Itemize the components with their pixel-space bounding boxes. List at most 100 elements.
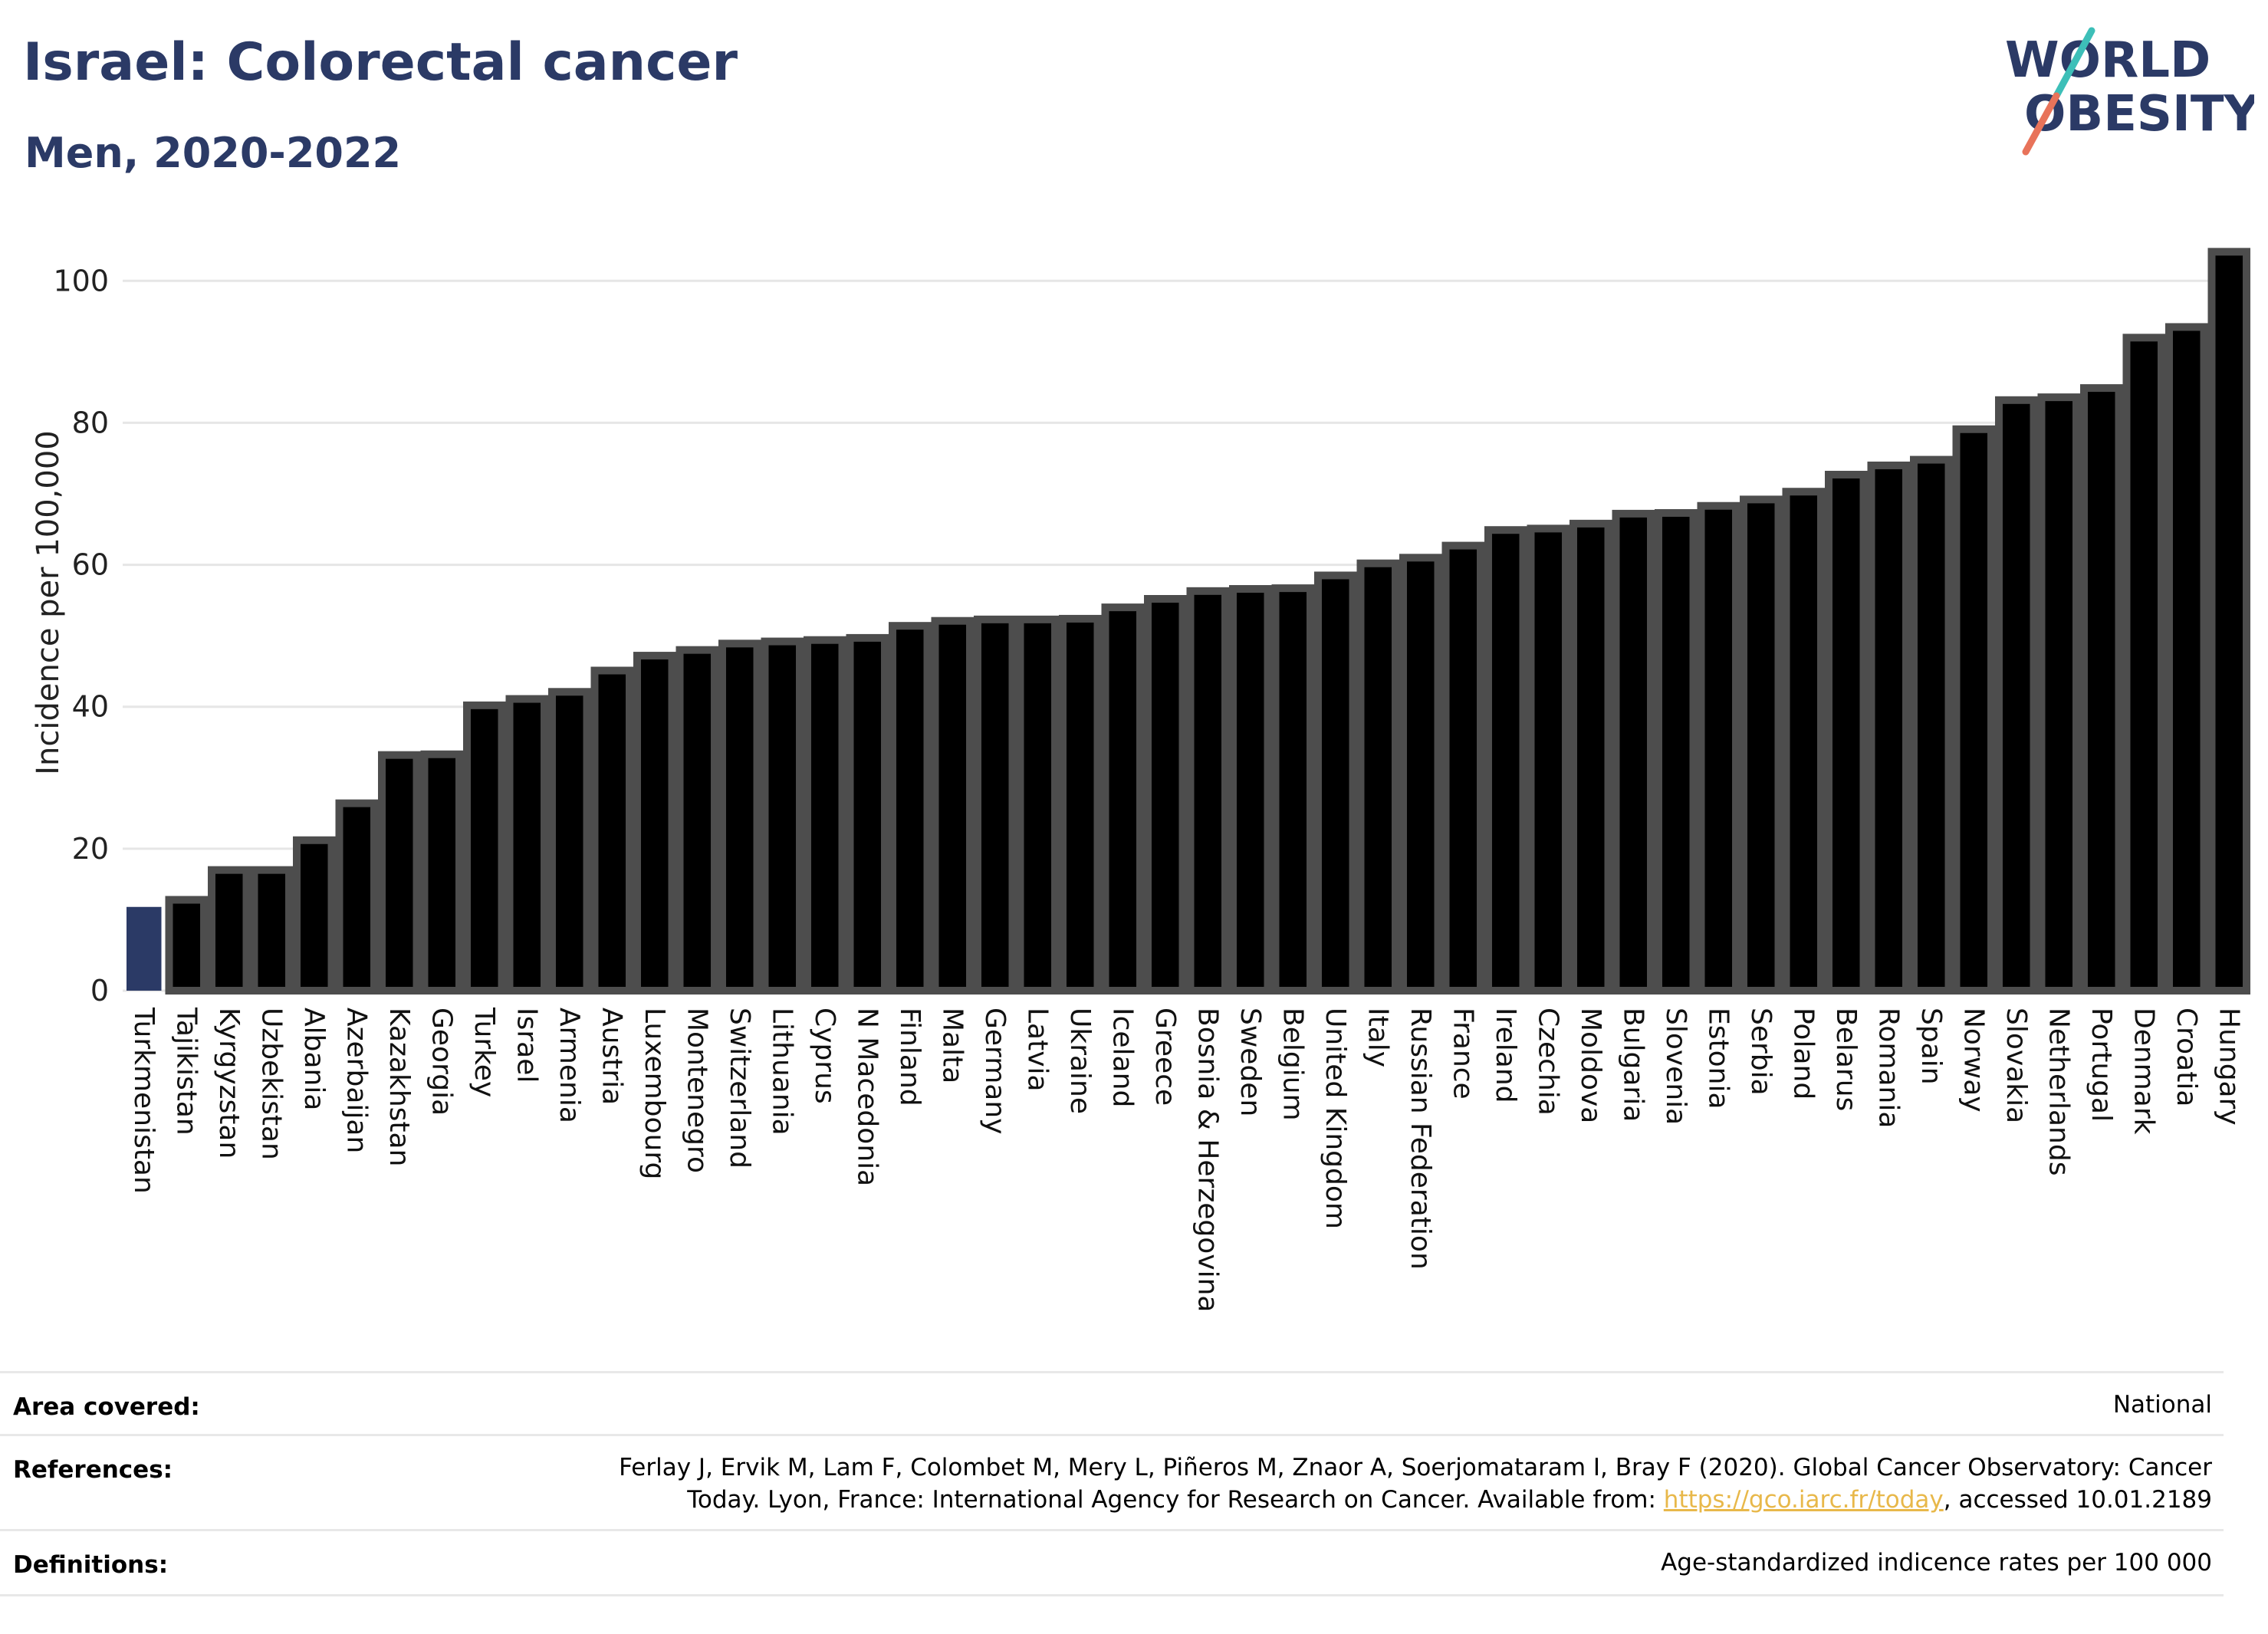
bar-estonia xyxy=(1697,501,1740,995)
x-tick-label: Belarus xyxy=(1830,1008,1862,1111)
bars xyxy=(126,248,2251,995)
bar-denmark xyxy=(2122,334,2166,995)
bar-slovakia xyxy=(1994,396,2038,995)
references-value: Ferlay J, Ervik M, Lam F, Colombet M, Me… xyxy=(619,1452,2212,1516)
bar-lithuania xyxy=(761,637,804,995)
y-tick-label: 0 xyxy=(90,974,109,1008)
x-tick-label: Bosnia & Herzegovina xyxy=(1192,1008,1223,1312)
x-tick-label: Czechia xyxy=(1532,1008,1563,1116)
bar-bulgaria xyxy=(1612,509,1655,995)
x-tick-label: Portugal xyxy=(2086,1008,2117,1122)
x-tick-label: Austria xyxy=(596,1008,627,1105)
bar-united-kingdom xyxy=(1313,571,1357,995)
bar-albania xyxy=(292,836,336,995)
x-tick-label: Denmark xyxy=(2128,1008,2159,1135)
references-line2-pre: Today. Lyon, France: International Agenc… xyxy=(687,1486,1664,1514)
definitions-label: Definitions: xyxy=(13,1551,169,1579)
x-tick-label: Ukraine xyxy=(1064,1008,1096,1114)
bar-belarus xyxy=(1824,471,1868,995)
references-label: References: xyxy=(13,1456,173,1484)
x-tick-label: Italy xyxy=(1362,1008,1393,1067)
bar-moldova xyxy=(1569,519,1612,995)
x-tick-label: Montenegro xyxy=(681,1008,712,1173)
bar-ukraine xyxy=(1058,614,1102,995)
x-tick-label: Slovakia xyxy=(2000,1008,2032,1123)
bar-sweden xyxy=(1228,585,1272,995)
x-tick-label: Sweden xyxy=(1234,1008,1266,1116)
references-row: References: Ferlay J, Ervik M, Lam F, Co… xyxy=(0,1434,2224,1531)
bar-portugal xyxy=(2079,384,2123,995)
x-tick-label: Switzerland xyxy=(724,1008,755,1169)
bar-montenegro xyxy=(675,646,719,995)
x-tick-label: Bulgaria xyxy=(1617,1008,1648,1122)
x-tick-label: United Kingdom xyxy=(1320,1008,1351,1229)
area-value: National xyxy=(2112,1391,2212,1419)
x-tick-label: Uzbekistan xyxy=(255,1008,287,1160)
bar-belgium xyxy=(1271,584,1315,995)
bar-armenia xyxy=(547,688,591,995)
x-tick-label: Moldova xyxy=(1575,1008,1606,1123)
bar-russian-federation xyxy=(1399,554,1442,995)
x-axis-labels: Turkmenistan Tajikistan Kyrgyzstan Uzbekist… xyxy=(128,1007,2245,1312)
bar-cyprus xyxy=(803,636,846,995)
y-tick-label: 100 xyxy=(53,264,109,298)
bar-tajikistan xyxy=(165,896,209,995)
x-tick-label: Iceland xyxy=(1106,1008,1138,1107)
bar-latvia xyxy=(1016,615,1060,995)
references-line1: Ferlay J, Ervik M, Lam F, Colombet M, Me… xyxy=(619,1454,2212,1481)
logo-slash-top xyxy=(2053,27,2095,100)
logo-line2: OBESITY xyxy=(2024,86,2254,143)
x-tick-label: Russian Federation xyxy=(1405,1008,1436,1270)
x-tick-label: Georgia xyxy=(426,1008,457,1116)
bar-greece xyxy=(1143,595,1187,995)
x-tick-label: Hungary xyxy=(2213,1008,2244,1126)
references-link[interactable]: https://gco.iarc.fr/today xyxy=(1663,1486,1944,1514)
x-tick-label: Albania xyxy=(298,1008,330,1110)
bar-germany xyxy=(973,615,1017,995)
x-tick-label: Azerbaijan xyxy=(340,1008,372,1153)
bar-turkey xyxy=(462,701,506,995)
x-tick-label: Tajikistan xyxy=(170,1007,202,1136)
x-tick-label: Greece xyxy=(1149,1008,1181,1106)
bar-poland xyxy=(1782,488,1826,995)
x-tick-label: Norway xyxy=(1957,1008,1989,1113)
x-tick-label: Finland xyxy=(894,1008,925,1106)
bar-kazakhstan xyxy=(377,751,421,995)
bar-kyrgyzstan xyxy=(207,866,251,995)
y-tick-label: 80 xyxy=(72,406,109,439)
x-tick-label: Netherlands xyxy=(2043,1008,2074,1175)
x-tick-label: Kazakhstan xyxy=(383,1008,415,1166)
bar-georgia xyxy=(420,750,464,995)
bar-iceland xyxy=(1101,603,1145,995)
x-tick-label: Poland xyxy=(1787,1008,1819,1100)
definitions-value: Age-standardized indicence rates per 100… xyxy=(1661,1549,2212,1576)
logo-line1: WORLD xyxy=(2005,32,2210,89)
y-tick-label: 20 xyxy=(72,832,109,866)
bar-croatia xyxy=(2164,323,2208,995)
x-tick-label: Cyprus xyxy=(809,1008,840,1104)
bar-turkmenistan xyxy=(126,906,162,991)
bar-czechia xyxy=(1527,524,1570,995)
y-tick-label: 60 xyxy=(72,548,109,582)
bar-italy xyxy=(1356,559,1400,995)
x-tick-label: Kyrgyzstan xyxy=(213,1008,245,1159)
page-subtitle: Men, 2020-2022 xyxy=(25,129,402,177)
x-tick-label: Estonia xyxy=(1702,1008,1734,1110)
y-axis-label: Incidence per 100,000 xyxy=(31,430,66,775)
bar-n-macedonia xyxy=(846,633,889,995)
x-tick-label: Serbia xyxy=(1745,1008,1777,1096)
x-tick-label: Belgium xyxy=(1277,1008,1308,1121)
definitions-row: Definitions: Age-standardized indicence … xyxy=(0,1529,2224,1596)
x-tick-label: N Macedonia xyxy=(851,1008,883,1186)
x-tick-label: Lithuania xyxy=(766,1008,797,1136)
x-tick-label: France xyxy=(1447,1008,1478,1100)
world-obesity-logo: WORLD OBESITY xyxy=(2005,27,2254,156)
x-tick-label: Croatia xyxy=(2171,1008,2202,1106)
bar-luxembourg xyxy=(633,652,676,995)
x-tick-label: Latvia xyxy=(1021,1008,1053,1092)
bar-slovenia xyxy=(1654,508,1698,995)
x-tick-label: Romania xyxy=(1872,1008,1904,1128)
x-tick-label: Luxembourg xyxy=(639,1008,670,1179)
bar-austria xyxy=(590,666,634,995)
bar-norway xyxy=(1952,425,1996,995)
